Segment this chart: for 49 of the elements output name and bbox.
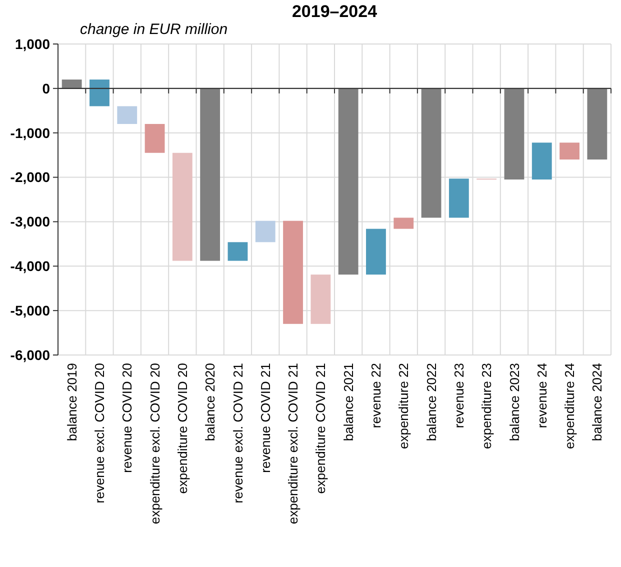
bar bbox=[338, 88, 358, 275]
bar bbox=[421, 88, 442, 218]
bar bbox=[200, 88, 220, 261]
chart-subtitle: change in EUR million bbox=[80, 21, 228, 38]
y-tick-label: -1,000 bbox=[10, 124, 50, 141]
bar bbox=[587, 88, 608, 160]
x-tick-label: expenditure COVID 20 bbox=[174, 363, 190, 494]
bar bbox=[310, 274, 331, 324]
x-tick-label: balance 2020 bbox=[202, 363, 218, 442]
y-tick-label: -4,000 bbox=[10, 258, 50, 274]
x-tick-label: expenditure 23 bbox=[479, 363, 494, 450]
bar bbox=[90, 80, 110, 106]
x-tick-label: revenue excl. COVID 21 bbox=[230, 363, 246, 504]
y-tick-label: -5,000 bbox=[10, 302, 50, 318]
bar bbox=[366, 228, 386, 275]
y-tick-label: -6,000 bbox=[10, 346, 50, 363]
bar bbox=[448, 178, 469, 218]
x-tick-label: balance 2022 bbox=[424, 363, 439, 442]
x-tick-label: balance 2024 bbox=[590, 363, 605, 442]
bar bbox=[283, 220, 303, 324]
y-tick-label: 1,000 bbox=[14, 36, 50, 52]
x-tick-label: revenue 22 bbox=[368, 363, 384, 428]
bar bbox=[117, 106, 138, 124]
y-tick-label: -2,000 bbox=[10, 169, 50, 186]
x-tick-label: expenditure excl. COVID 21 bbox=[286, 363, 301, 524]
chart-title: 2019–2024 bbox=[292, 2, 378, 21]
x-tick-label: revenue COVID 21 bbox=[258, 363, 273, 473]
x-tick-label: expenditure COVID 21 bbox=[313, 363, 328, 494]
y-tick-label: 0 bbox=[42, 80, 50, 96]
bar bbox=[228, 242, 248, 261]
x-tick-label: balance 2019 bbox=[64, 363, 80, 442]
bar bbox=[504, 88, 524, 180]
bar bbox=[144, 124, 165, 153]
bar bbox=[560, 142, 580, 160]
bar bbox=[62, 80, 82, 88]
bar bbox=[532, 142, 552, 180]
bar bbox=[255, 220, 276, 242]
x-tick-label: revenue excl. COVID 20 bbox=[92, 363, 108, 504]
x-tick-label: expenditure 24 bbox=[562, 363, 578, 450]
x-tick-label: balance 2021 bbox=[340, 363, 356, 442]
x-tick-label: expenditure excl. COVID 20 bbox=[147, 363, 162, 524]
bar bbox=[394, 218, 414, 229]
y-tick-label: -3,000 bbox=[10, 214, 50, 230]
x-tick-label: revenue COVID 20 bbox=[120, 363, 135, 473]
x-tick-label: revenue 23 bbox=[451, 363, 466, 428]
x-tick-label: revenue 24 bbox=[534, 363, 550, 428]
bar bbox=[172, 152, 192, 261]
x-tick-label: expenditure 22 bbox=[396, 363, 412, 450]
x-tick-label: balance 2023 bbox=[506, 363, 522, 442]
